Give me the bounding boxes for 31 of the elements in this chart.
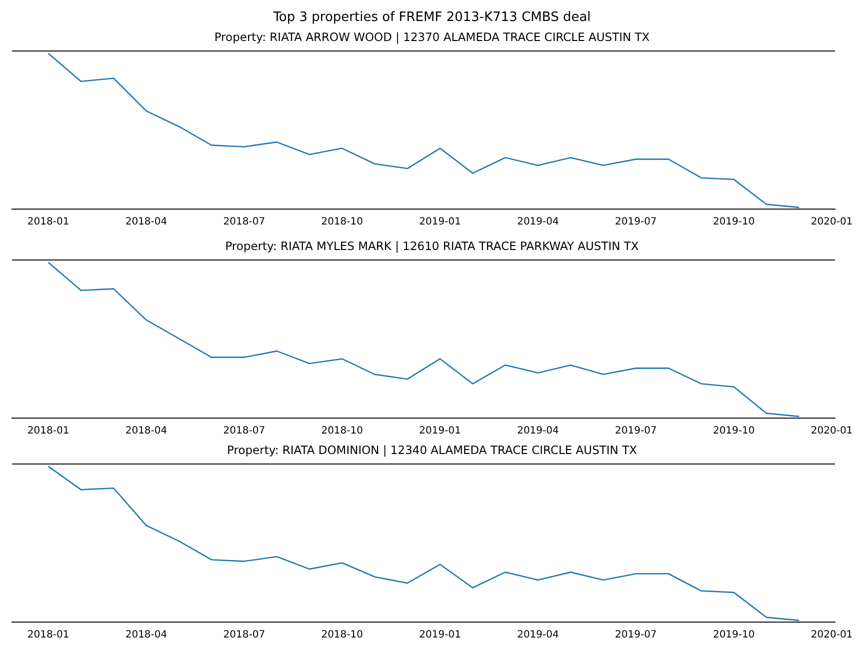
x-tick-label: 2018-07 — [223, 426, 266, 437]
chart-title: Property: RIATA MYLES MARK | 12610 RIATA TRACE PARKWAY AUSTIN TX — [224, 238, 640, 255]
x-tick-label: 2018-04 — [125, 216, 168, 228]
x-tick-label: 2018-10 — [321, 216, 363, 228]
x-tick-label: 2019-10 — [712, 216, 755, 228]
x-tick-label: 2019-10 — [712, 426, 755, 437]
x-tick-label: 2020-01 — [810, 630, 853, 641]
chart-subtitle: Property: RIATA ARROW WOOD | 12370 ALAMEDA TRACE CIRCLE AUSTIN TX — [213, 29, 651, 46]
x-tick-label: 2019-04 — [517, 426, 559, 437]
x-tick-label: 2019-04 — [517, 216, 559, 228]
x-tick-label: 2018-10 — [321, 630, 363, 641]
x-tick-label: 2019-07 — [615, 216, 657, 228]
x-tick-label: 2019-01 — [419, 426, 461, 437]
x-tick-label: 2020-01 — [810, 426, 853, 437]
x-tick-label: 2018-01 — [27, 630, 70, 641]
x-tick-label: 2019-07 — [615, 630, 657, 641]
x-tick-label: 2019-01 — [419, 216, 461, 228]
chart-title: Property: RIATA DOMINION | 12340 ALAMEDA TRACE CIRCLE AUSTIN TX — [226, 442, 638, 459]
x-tick-label: 2019-04 — [517, 630, 559, 641]
x-tick-label: 2018-01 — [27, 426, 70, 437]
x-tick-label: 2018-01 — [27, 216, 70, 228]
chart-title: Top 3 properties of FREMF 2013-K713 CMBS deal — [272, 9, 592, 27]
x-tick-label: 2019-01 — [419, 630, 461, 641]
x-tick-label: 2018-10 — [321, 426, 363, 437]
x-tick-label: 2018-04 — [125, 426, 168, 437]
x-tick-label: 2018-07 — [223, 630, 266, 641]
x-tick-label: 2019-10 — [712, 630, 755, 641]
x-tick-label: 2018-07 — [223, 216, 266, 228]
x-tick-label: 2019-07 — [615, 426, 657, 437]
x-tick-label: 2020-01 — [810, 216, 853, 228]
x-tick-label: 2018-04 — [125, 630, 168, 641]
